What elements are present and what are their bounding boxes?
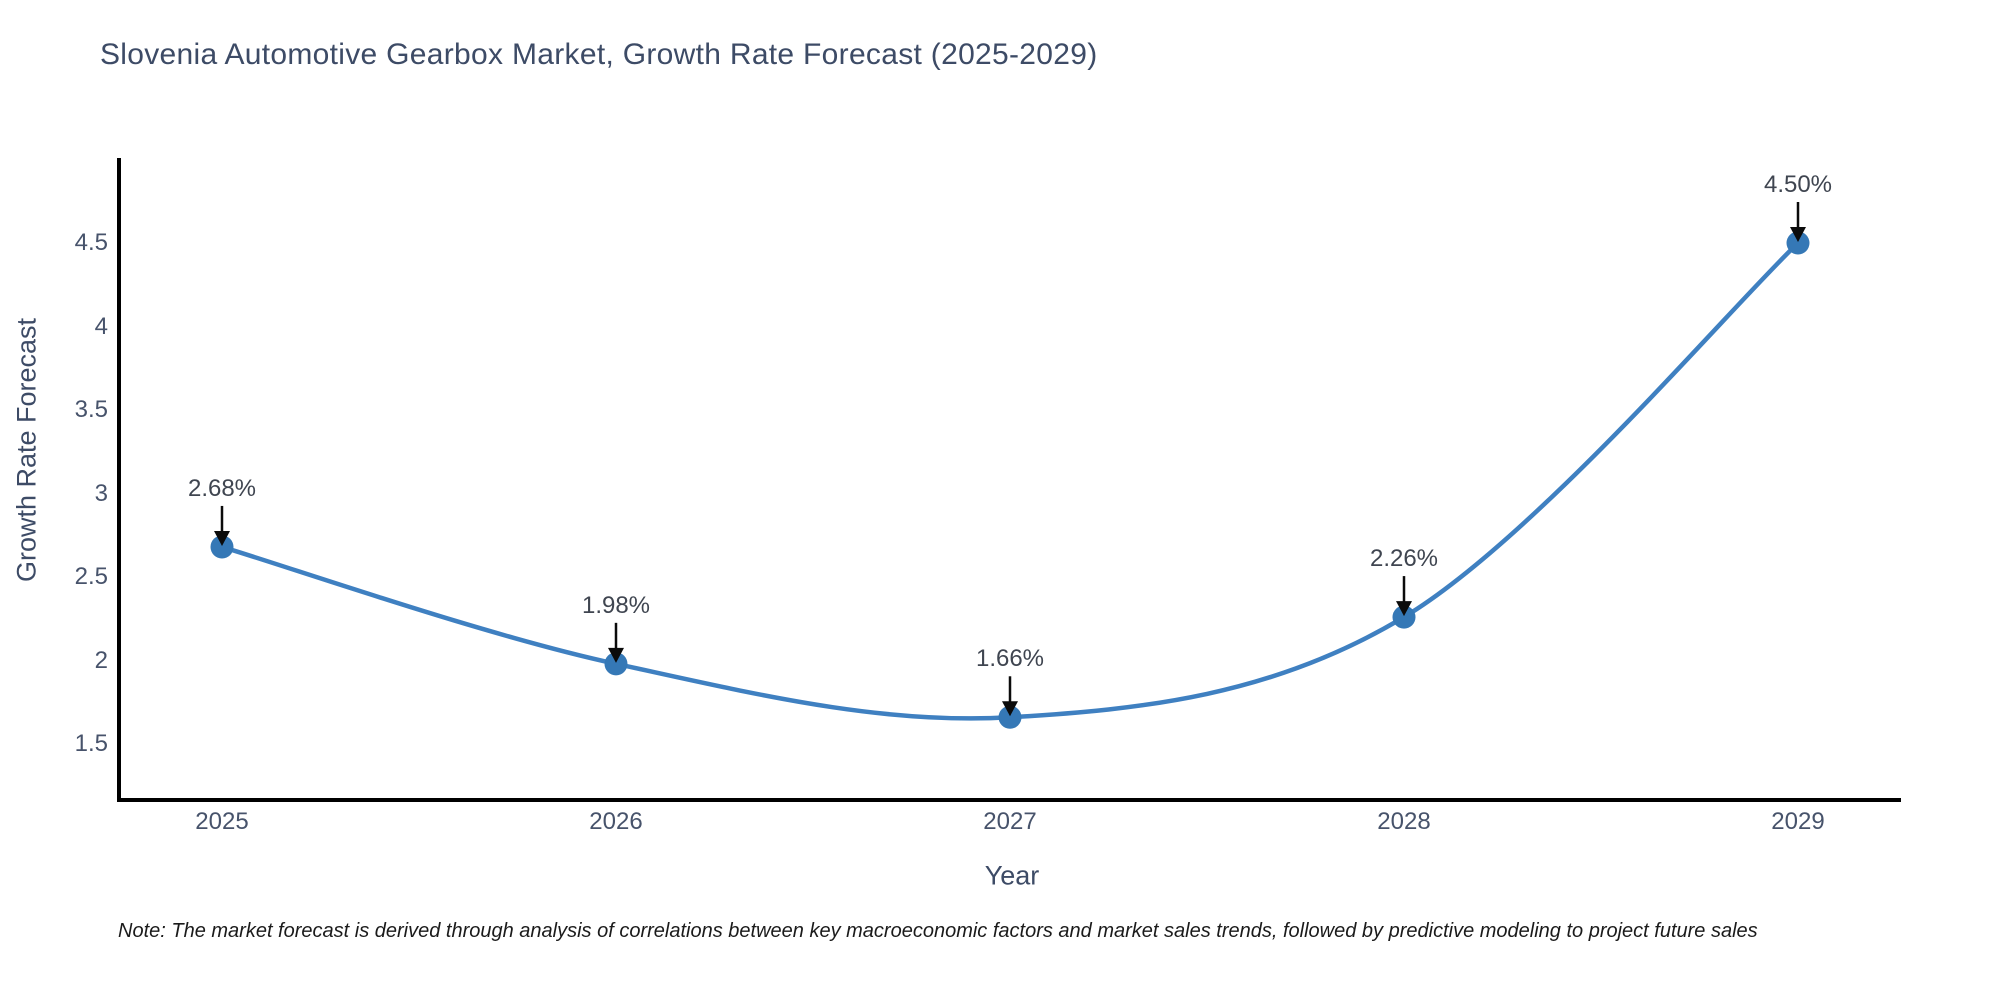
data-point-marker <box>1392 605 1416 629</box>
point-value-label: 1.98% <box>581 591 651 619</box>
footnote: Note: The market forecast is derived thr… <box>118 920 1758 942</box>
x-tick-label: 2025 <box>195 808 249 835</box>
y-tick-label: 2 <box>94 646 108 674</box>
y-tick-label: 3 <box>94 479 108 507</box>
annotation-arrowhead-icon <box>1002 701 1018 717</box>
annotation-arrowhead-icon <box>1396 601 1412 617</box>
y-tick-label: 1.5 <box>74 730 108 757</box>
x-axis-title: Year <box>984 860 1040 891</box>
x-tick-label: 2028 <box>1377 808 1431 835</box>
y-tick-label: 4 <box>94 312 108 340</box>
x-tick-label: 2026 <box>589 808 643 835</box>
data-point-marker <box>998 705 1022 729</box>
y-tick-label: 4.5 <box>74 229 108 256</box>
point-value-label: 2.26% <box>1369 545 1439 573</box>
y-tick-label: 2.5 <box>74 563 108 590</box>
data-point-marker <box>210 535 234 559</box>
point-value-label: 2.68% <box>187 474 257 502</box>
annotation-arrowhead-icon <box>608 647 624 663</box>
data-point-marker <box>1786 231 1810 255</box>
point-value-label: 4.50% <box>1763 171 1833 198</box>
point-value-label: 1.66% <box>975 645 1045 673</box>
x-tick-label: 2029 <box>1771 808 1825 835</box>
annotation-arrowhead-icon <box>1790 227 1806 242</box>
chart-title: Slovenia Automotive Gearbox Market, Grow… <box>100 38 1098 71</box>
data-point-marker <box>604 652 628 676</box>
y-tick-label: 3.5 <box>74 396 108 423</box>
annotation-arrowhead-icon <box>214 530 230 546</box>
x-tick-label: 2027 <box>983 808 1037 835</box>
